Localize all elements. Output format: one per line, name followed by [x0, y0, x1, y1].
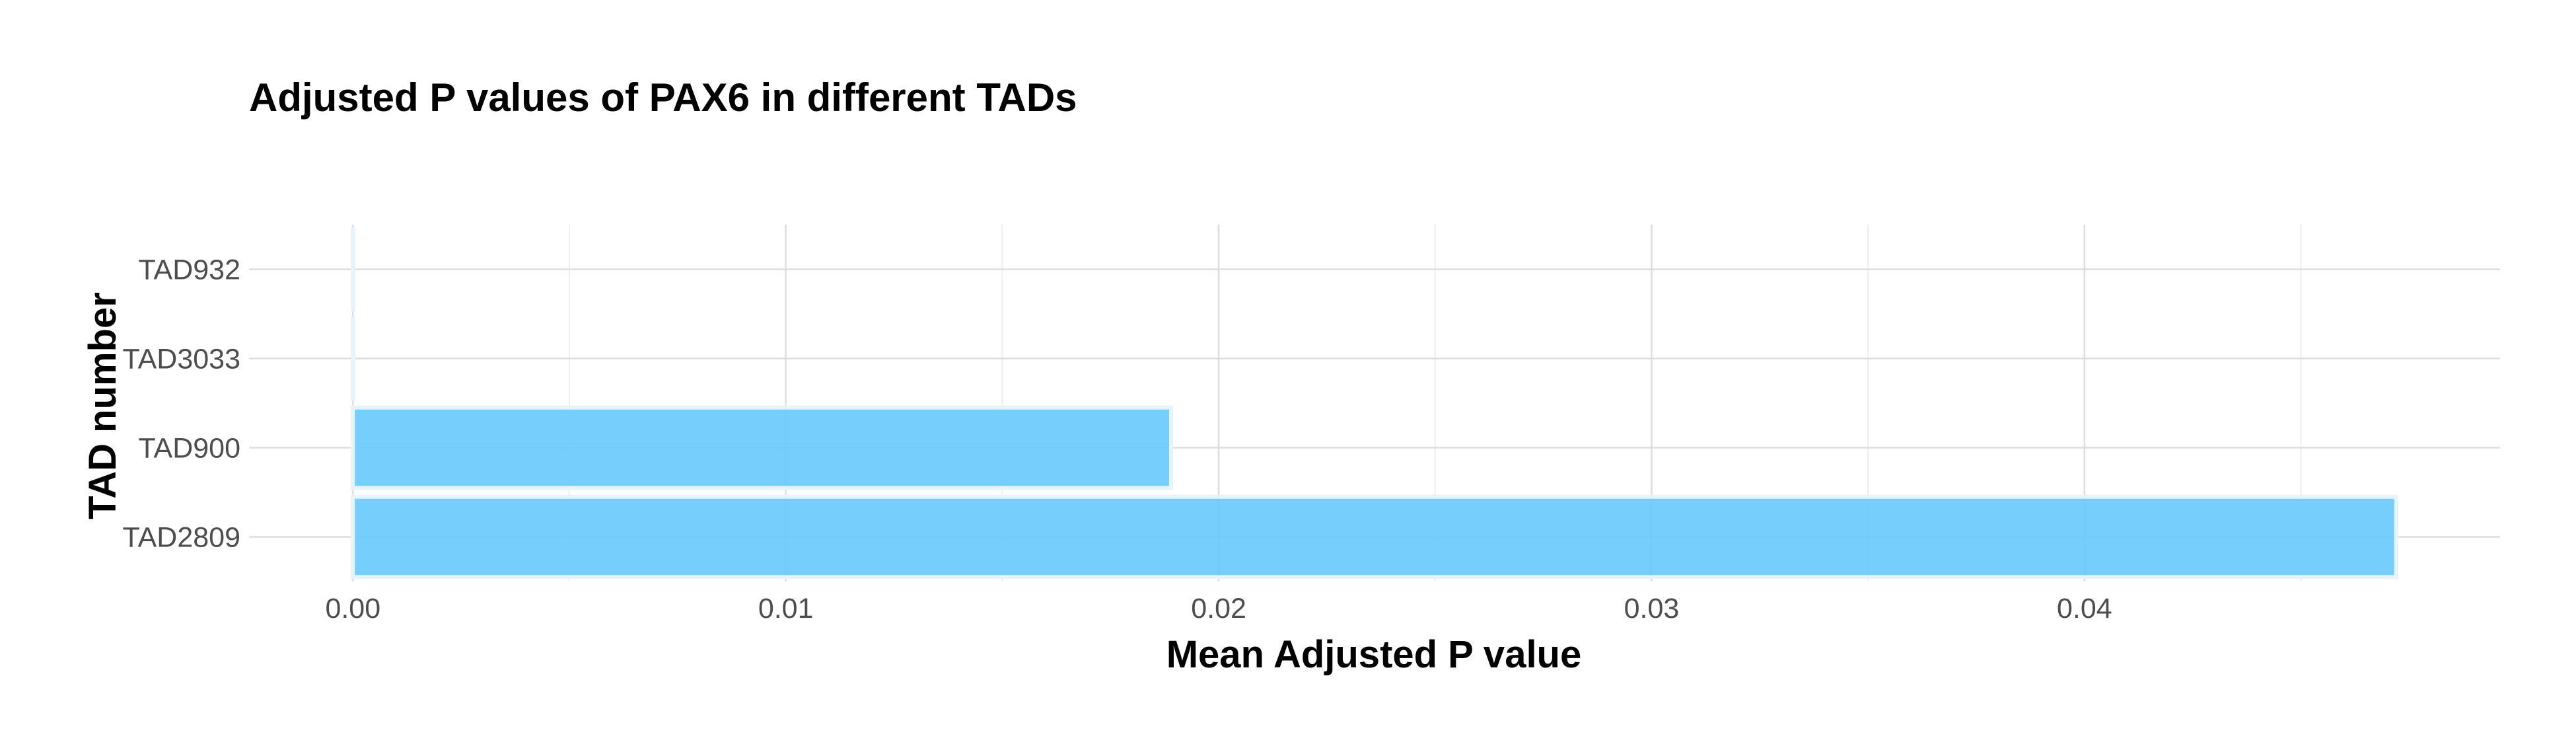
y-tick-label: TAD932 [138, 254, 240, 286]
y-tick-label: TAD3033 [123, 344, 240, 375]
x-tick-label: 0.00 [325, 593, 380, 624]
y-tick-label: TAD900 [138, 433, 240, 465]
y-tick-label: TAD2809 [123, 522, 240, 554]
bars [351, 227, 2398, 580]
y-axis-title: TAD number [81, 292, 124, 519]
x-tick-label: 0.03 [1624, 593, 1680, 624]
x-tick-label: 0.01 [758, 593, 814, 624]
x-tick-label: 0.02 [1191, 593, 1246, 624]
chart-title: Adjusted P values of PAX6 in different T… [249, 75, 1077, 120]
x-axis-title: Mean Adjusted P value [1166, 633, 1582, 676]
bar [351, 405, 1173, 490]
x-tick-label: 0.04 [2057, 593, 2112, 624]
y-axis-tick-labels: TAD2809 TAD900 TAD3033 TAD932 [123, 254, 240, 554]
bar [351, 494, 2398, 580]
x-axis-tick-labels: 0.00 0.01 0.02 0.03 0.04 [325, 593, 2112, 624]
